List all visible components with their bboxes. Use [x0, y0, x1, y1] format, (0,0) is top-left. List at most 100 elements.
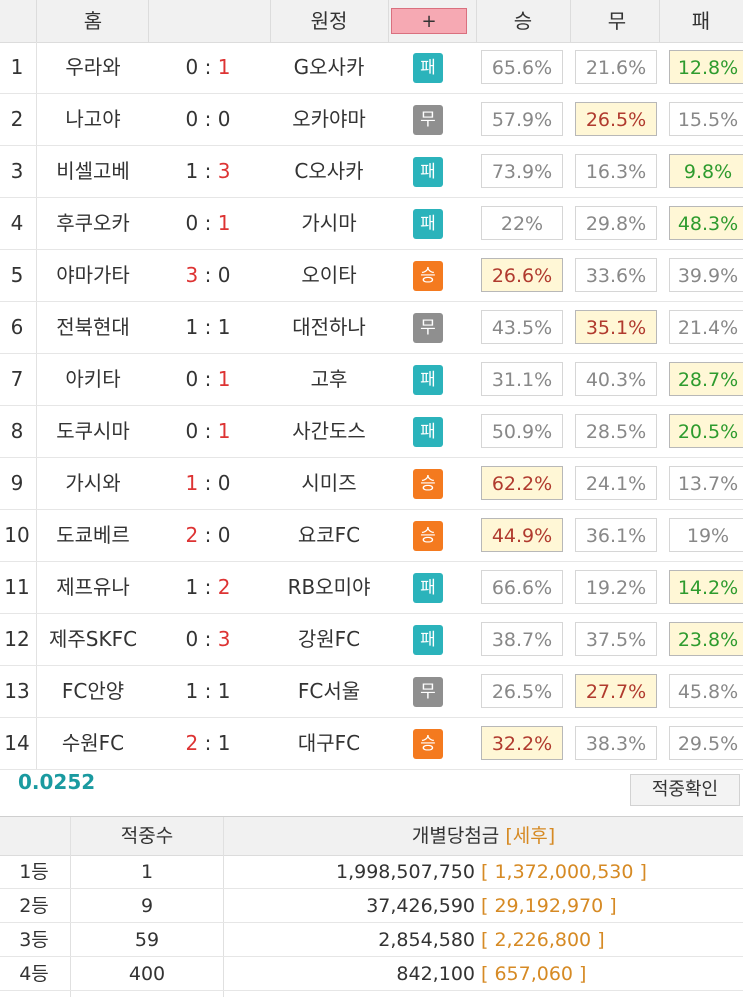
lose-percent: 19% [669, 518, 743, 552]
winner-count: 59 [134, 929, 160, 951]
win-percent: 38.7% [481, 622, 563, 656]
match-score: 0 : 1 [185, 419, 231, 443]
match-number: 1 [10, 55, 24, 79]
home-team: 제프유나 [56, 575, 130, 599]
match-score: 0 : 0 [185, 107, 231, 131]
header-divider [388, 0, 389, 42]
home-header: 홈 [83, 9, 103, 33]
away-score: 0 [217, 107, 231, 131]
home-team: 도쿄베르 [56, 523, 130, 547]
away-team: 대전하나 [292, 315, 366, 339]
match-row: 8 도쿠시마 0 : 1 사간도스 패 50.9% 28.5% 20.5% [0, 406, 743, 458]
win-percent: 31.1% [481, 362, 563, 396]
draw-header: 무 [607, 9, 627, 33]
lose-percent: 12.8% [669, 50, 743, 84]
result-badge: 승 [413, 521, 443, 551]
away-score: 1 [217, 315, 231, 339]
away-score: 0 [217, 523, 231, 547]
lose-percent: 14.2% [669, 570, 743, 604]
home-score: 2 [185, 523, 199, 547]
header-divider [270, 0, 271, 42]
prize-rank: 1등 [19, 861, 49, 883]
match-score: 1 : 2 [185, 575, 231, 599]
lose-percent: 28.7% [669, 362, 743, 396]
match-score: 1 : 1 [185, 315, 231, 339]
column-divider [70, 817, 71, 997]
result-badge: 패 [413, 157, 443, 187]
away-team: 사간도스 [292, 419, 366, 443]
row-divider [36, 302, 37, 353]
match-score: 3 : 0 [185, 263, 231, 287]
match-row: 14 수원FC 2 : 1 대구FC 승 32.2% 38.3% 29.5% [0, 718, 743, 770]
lose-percent: 15.5% [669, 102, 743, 136]
row-divider [36, 718, 37, 769]
draw-percent: 33.6% [575, 258, 657, 292]
prize-after-tax: [ 1,372,000,530 ] [481, 861, 647, 883]
home-team: FC안양 [61, 679, 125, 703]
lose-percent: 48.3% [669, 206, 743, 240]
home-team: 아키타 [65, 367, 121, 391]
row-divider [36, 198, 37, 249]
prize-table-header: 적중수 개별당첨금 [세후] [0, 817, 743, 856]
draw-percent: 16.3% [575, 154, 657, 188]
home-score: 0 [185, 107, 199, 131]
win-percent: 65.6% [481, 50, 563, 84]
check-result-button[interactable]: 적중확인 [630, 774, 740, 806]
home-score: 2 [185, 731, 199, 755]
match-score: 1 : 0 [185, 471, 231, 495]
win-percent: 26.6% [481, 258, 563, 292]
away-team: 가시마 [301, 211, 357, 235]
home-team: 비셀고베 [56, 159, 130, 183]
home-team: 도쿠시마 [56, 419, 130, 443]
away-team: C오사카 [294, 159, 364, 183]
away-team: 대구FC [297, 731, 361, 755]
match-row: 2 나고야 0 : 0 오카야마 무 57.9% 26.5% 15.5% [0, 94, 743, 146]
away-score: 2 [217, 575, 231, 599]
match-number: 14 [4, 731, 30, 755]
match-row: 10 도쿄베르 2 : 0 요코FC 승 44.9% 36.1% 19% [0, 510, 743, 562]
lose-header: 패 [691, 9, 711, 33]
row-divider [36, 510, 37, 561]
prize-amount: 2,854,580 [378, 929, 475, 951]
win-percent: 50.9% [481, 414, 563, 448]
match-row: 11 제프유나 1 : 2 RB오미야 패 66.6% 19.2% 14.2% [0, 562, 743, 614]
table-header: 홈 원정 + 승 무 패 [0, 0, 743, 43]
match-row: 13 FC안양 1 : 1 FC서울 무 26.5% 27.7% 45.8% [0, 666, 743, 718]
home-team: 제주SKFC [48, 627, 138, 651]
match-row: 9 가시와 1 : 0 시미즈 승 62.2% 24.1% 13.7% [0, 458, 743, 510]
home-score: 1 [185, 471, 199, 495]
match-number: 7 [10, 367, 24, 391]
amount-header-label: 개별당첨금 [411, 825, 500, 847]
home-score: 0 [185, 367, 199, 391]
prize-amount: 842,100 [396, 963, 475, 985]
prize-rank: 2등 [19, 895, 49, 917]
away-score: 3 [217, 627, 231, 651]
match-number: 6 [10, 315, 24, 339]
home-score: 1 [185, 679, 199, 703]
hit-ratio: 0.0252 [18, 770, 96, 794]
row-divider [36, 666, 37, 717]
away-team: 고후 [310, 367, 348, 391]
row-divider [36, 406, 37, 457]
draw-percent: 28.5% [575, 414, 657, 448]
lose-percent: 45.8% [669, 674, 743, 708]
draw-percent: 40.3% [575, 362, 657, 396]
add-button[interactable]: + [391, 8, 467, 34]
match-number: 3 [10, 159, 24, 183]
match-row: 6 전북현대 1 : 1 대전하나 무 43.5% 35.1% 21.4% [0, 302, 743, 354]
match-row: 5 야마가타 3 : 0 오이타 승 26.6% 33.6% 39.9% [0, 250, 743, 302]
home-team: 나고야 [65, 107, 121, 131]
result-badge: 패 [413, 365, 443, 395]
away-score: 1 [217, 367, 231, 391]
draw-percent: 29.8% [575, 206, 657, 240]
home-team: 수원FC [61, 731, 125, 755]
match-row: 4 후쿠오카 0 : 1 가시마 패 22% 29.8% 48.3% [0, 198, 743, 250]
lose-percent: 20.5% [669, 414, 743, 448]
prize-rank: 3등 [19, 929, 49, 951]
prize-table: 적중수 개별당첨금 [세후] 1등 1 1,998,507,750 [ 1,372,0… [0, 816, 743, 997]
away-team: 강원FC [297, 627, 361, 651]
match-score: 2 : 0 [185, 523, 231, 547]
win-percent: 22% [481, 206, 563, 240]
home-team: 전북현대 [56, 315, 130, 339]
row-divider [36, 146, 37, 197]
